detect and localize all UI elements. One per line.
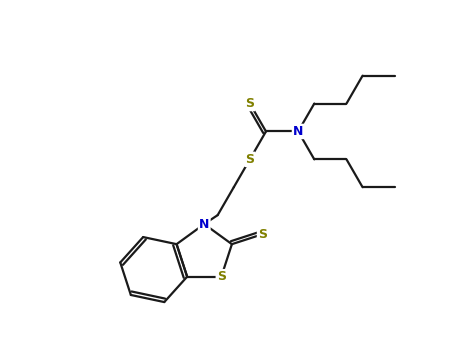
- Text: S: S: [217, 270, 226, 283]
- Text: S: S: [245, 97, 254, 110]
- Text: S: S: [245, 153, 254, 166]
- Text: N: N: [199, 218, 209, 231]
- Text: S: S: [258, 228, 267, 241]
- Text: N: N: [293, 125, 303, 138]
